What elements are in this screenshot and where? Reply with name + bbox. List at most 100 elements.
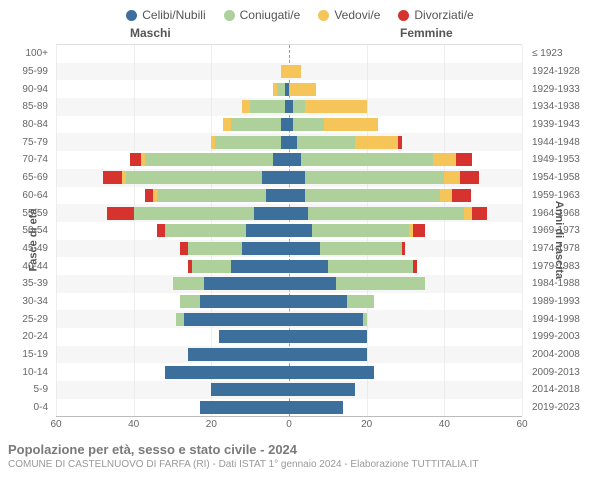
- bar-female: [289, 257, 522, 275]
- bar-pair: [56, 63, 522, 81]
- bar-segment: [289, 242, 320, 255]
- bar-segment: [145, 189, 153, 202]
- bar-segment: [289, 65, 301, 78]
- bar-stack: [219, 330, 289, 343]
- bar-segment: [103, 171, 122, 184]
- bar-segment: [188, 348, 289, 361]
- bar-male: [56, 98, 289, 116]
- year-label: 1924-1928: [528, 66, 592, 77]
- bar-segment: [289, 295, 347, 308]
- year-label: 1944-1948: [528, 137, 592, 148]
- year-label: 1999-2003: [528, 331, 592, 342]
- age-label: 50-54: [10, 225, 52, 236]
- year-label: 1959-1963: [528, 190, 592, 201]
- year-label: 1969-1973: [528, 225, 592, 236]
- bar-stack: [289, 65, 301, 78]
- pyramid-row: 15-192004-2008: [56, 346, 522, 364]
- age-label: 20-24: [10, 331, 52, 342]
- x-tick: 40: [439, 419, 450, 430]
- bar-segment: [456, 153, 472, 166]
- bar-segment: [305, 100, 367, 113]
- bar-segment: [281, 118, 289, 131]
- bar-segment: [293, 100, 305, 113]
- x-tick: 60: [516, 419, 527, 430]
- bar-segment: [305, 171, 445, 184]
- bar-segment: [289, 366, 374, 379]
- bar-stack: [188, 348, 289, 361]
- bar-segment: [204, 277, 289, 290]
- bar-stack: [289, 260, 417, 273]
- age-label: 40-44: [10, 261, 52, 272]
- pyramid-row: 0-42019-2023: [56, 399, 522, 417]
- bar-pair: [56, 310, 522, 328]
- pyramid-row: 30-341989-1993: [56, 293, 522, 311]
- pyramid-row: 10-142009-2013: [56, 363, 522, 381]
- bar-segment: [289, 136, 297, 149]
- bar-male: [56, 381, 289, 399]
- plot: 100+≤ 192395-991924-192890-941929-193385…: [56, 44, 522, 416]
- bar-pair: [56, 133, 522, 151]
- bar-segment: [173, 277, 204, 290]
- bar-male: [56, 45, 289, 63]
- bar-pair: [56, 381, 522, 399]
- bar-segment: [134, 207, 254, 220]
- year-label: 2019-2023: [528, 402, 592, 413]
- bar-segment: [398, 136, 402, 149]
- bar-pair: [56, 293, 522, 311]
- bar-segment: [254, 207, 289, 220]
- bar-pair: [56, 240, 522, 258]
- x-axis: 6040200204060: [56, 416, 522, 436]
- bar-segment: [126, 171, 262, 184]
- bar-segment: [402, 242, 406, 255]
- pyramid-row: 25-291994-1998: [56, 310, 522, 328]
- pyramid-row: 70-741949-1953: [56, 151, 522, 169]
- bar-segment: [200, 295, 289, 308]
- bar-pair: [56, 98, 522, 116]
- bar-segment: [266, 189, 289, 202]
- bar-male: [56, 328, 289, 346]
- footer: Popolazione per età, sesso e stato civil…: [0, 438, 600, 472]
- bar-segment: [452, 189, 471, 202]
- pyramid-row: 35-391984-1988: [56, 275, 522, 293]
- bar-stack: [176, 313, 289, 326]
- bar-female: [289, 187, 522, 205]
- legend-item: Vedovi/e: [318, 8, 380, 22]
- bar-male: [56, 222, 289, 240]
- chart-area: Fasce di età Anni di nascita 100+≤ 19239…: [0, 44, 600, 436]
- bar-segment: [472, 207, 488, 220]
- bar-pair: [56, 399, 522, 417]
- age-label: 60-64: [10, 190, 52, 201]
- bar-pair: [56, 328, 522, 346]
- legend-swatch: [318, 10, 329, 21]
- bar-female: [289, 346, 522, 364]
- year-label: 2014-2018: [528, 384, 592, 395]
- bar-pair: [56, 151, 522, 169]
- bar-segment: [188, 242, 242, 255]
- bar-pair: [56, 80, 522, 98]
- bar-segment: [336, 277, 425, 290]
- bar-segment: [231, 118, 281, 131]
- bar-stack: [273, 83, 289, 96]
- bar-stack: [223, 118, 289, 131]
- bar-segment: [289, 277, 336, 290]
- age-label: 100+: [10, 48, 52, 59]
- gender-headers: Maschi Femmine: [0, 26, 600, 42]
- bar-segment: [320, 242, 402, 255]
- age-label: 55-59: [10, 208, 52, 219]
- bar-female: [289, 399, 522, 417]
- bar-segment: [289, 348, 367, 361]
- year-label: 1994-1998: [528, 314, 592, 325]
- legend-label: Coniugati/e: [240, 8, 301, 22]
- bar-stack: [289, 118, 378, 131]
- pyramid-row: 45-491974-1978: [56, 240, 522, 258]
- legend-item: Coniugati/e: [224, 8, 301, 22]
- bar-stack: [289, 153, 472, 166]
- bar-female: [289, 98, 522, 116]
- bar-stack: [289, 330, 367, 343]
- bar-segment: [262, 171, 289, 184]
- bar-segment: [281, 136, 289, 149]
- bar-male: [56, 399, 289, 417]
- bar-segment: [180, 295, 199, 308]
- bar-stack: [289, 189, 472, 202]
- bar-segment: [289, 330, 367, 343]
